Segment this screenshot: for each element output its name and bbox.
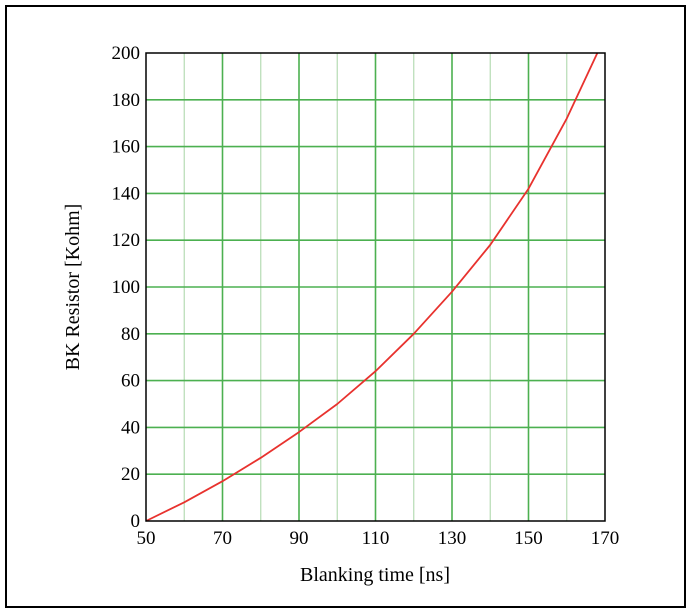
x-tick-label: 50 [137, 528, 156, 549]
y-tick-label: 40 [121, 417, 140, 438]
x-tick-label: 150 [514, 528, 543, 549]
y-tick-label: 0 [131, 511, 141, 532]
plot-border [145, 52, 606, 522]
chart-frame: 50 70 90 110 130 150 170 0 20 40 60 80 100 120 140 160… [5, 5, 686, 608]
series-line [145, 52, 599, 522]
y-axis-ticks: 0 20 40 60 80 100 120 140 160 180 200 [112, 43, 141, 532]
y-tick-label: 180 [112, 90, 141, 111]
y-tick-label: 160 [112, 137, 141, 158]
y-tick-label: 200 [112, 43, 141, 64]
y-tick-label: 100 [112, 277, 141, 298]
y-axis-label: BK Resistor [Kohm] [62, 204, 84, 371]
y-tick-label: 20 [121, 464, 140, 485]
y-tick-label: 60 [121, 371, 140, 392]
y-tick-label: 80 [121, 324, 140, 345]
y-tick-label: 120 [112, 230, 141, 251]
x-tick-label: 70 [213, 528, 232, 549]
chart: 50 70 90 110 130 150 170 0 20 40 60 80 100 120 140 160… [62, 43, 620, 586]
x-tick-label: 110 [362, 528, 390, 549]
x-tick-label: 130 [438, 528, 467, 549]
x-axis-label: Blanking time [ns] [300, 564, 450, 586]
x-tick-label: 170 [591, 528, 620, 549]
grid [146, 53, 605, 521]
x-axis-ticks: 50 70 90 110 130 150 170 [137, 528, 620, 549]
series-layer [145, 52, 599, 522]
x-tick-label: 90 [290, 528, 309, 549]
y-tick-label: 140 [112, 183, 141, 204]
